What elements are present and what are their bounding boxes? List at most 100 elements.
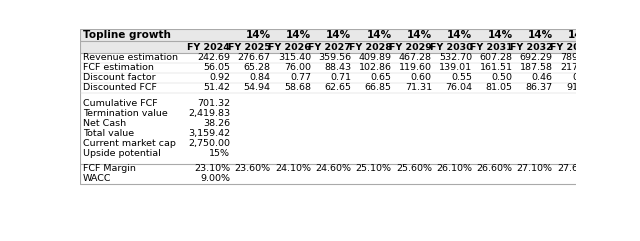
- Bar: [80, 98, 595, 108]
- Text: 359.56: 359.56: [318, 53, 351, 62]
- Text: 242.69: 242.69: [197, 53, 230, 62]
- Text: 532.70: 532.70: [439, 53, 472, 62]
- Text: Topline growth: Topline growth: [83, 30, 171, 40]
- Bar: [80, 29, 595, 41]
- Text: 701.32: 701.32: [197, 99, 230, 108]
- Text: 2,419.83: 2,419.83: [188, 109, 230, 118]
- Text: 187.58: 187.58: [520, 63, 553, 72]
- Text: 161.51: 161.51: [479, 63, 513, 72]
- Text: 86.37: 86.37: [525, 83, 553, 92]
- Text: 139.01: 139.01: [439, 63, 472, 72]
- Text: FY 2028: FY 2028: [349, 42, 392, 52]
- Text: Discount factor: Discount factor: [83, 73, 156, 82]
- Bar: [80, 83, 595, 93]
- Text: FY 2024: FY 2024: [188, 42, 230, 52]
- Text: 9.00%: 9.00%: [200, 174, 230, 183]
- Text: 0.46: 0.46: [532, 73, 553, 82]
- Bar: [80, 63, 595, 73]
- Text: 26.60%: 26.60%: [476, 164, 513, 173]
- Text: Net Cash: Net Cash: [83, 119, 126, 128]
- Text: 0.71: 0.71: [330, 73, 351, 82]
- Text: 91.99: 91.99: [566, 83, 593, 92]
- Text: Discounted FCF: Discounted FCF: [83, 83, 157, 92]
- Text: Revenue estimation: Revenue estimation: [83, 53, 178, 62]
- Text: 315.40: 315.40: [278, 53, 311, 62]
- Text: 607.28: 607.28: [479, 53, 513, 62]
- Text: 23.60%: 23.60%: [234, 164, 271, 173]
- Bar: [80, 164, 595, 174]
- Text: 789.22: 789.22: [560, 53, 593, 62]
- Text: 66.85: 66.85: [365, 83, 392, 92]
- Bar: [80, 138, 595, 148]
- Text: 119.60: 119.60: [399, 63, 432, 72]
- Text: Termination value: Termination value: [83, 109, 168, 118]
- Text: FY 2033: FY 2033: [550, 42, 593, 52]
- Text: 14%: 14%: [568, 30, 593, 40]
- Bar: [80, 73, 595, 83]
- Text: 0.77: 0.77: [290, 73, 311, 82]
- Text: FY 2026: FY 2026: [268, 42, 311, 52]
- Text: 24.10%: 24.10%: [275, 164, 311, 173]
- Text: 27.60%: 27.60%: [557, 164, 593, 173]
- Text: 102.86: 102.86: [358, 63, 392, 72]
- Text: 14%: 14%: [246, 30, 271, 40]
- Bar: [80, 128, 595, 138]
- Text: 15%: 15%: [209, 149, 230, 158]
- Text: 25.10%: 25.10%: [356, 164, 392, 173]
- Bar: [80, 53, 595, 63]
- Text: FY 2029: FY 2029: [389, 42, 432, 52]
- Text: 54.94: 54.94: [244, 83, 271, 92]
- Text: 76.04: 76.04: [445, 83, 472, 92]
- Text: FCF estimation: FCF estimation: [83, 63, 154, 72]
- Bar: [80, 118, 595, 128]
- Text: 14%: 14%: [447, 30, 472, 40]
- Text: 14%: 14%: [326, 30, 351, 40]
- Text: 14%: 14%: [407, 30, 432, 40]
- Text: 56.05: 56.05: [204, 63, 230, 72]
- Text: 62.65: 62.65: [324, 83, 351, 92]
- Text: 23.10%: 23.10%: [194, 164, 230, 173]
- Bar: [80, 29, 595, 184]
- Text: Total value: Total value: [83, 129, 134, 138]
- Text: Current market cap: Current market cap: [83, 139, 176, 148]
- Text: 38.26: 38.26: [204, 119, 230, 128]
- Text: 0.60: 0.60: [411, 73, 432, 82]
- Text: FCF Margin: FCF Margin: [83, 164, 136, 173]
- Text: 51.42: 51.42: [204, 83, 230, 92]
- Text: 14%: 14%: [286, 30, 311, 40]
- Text: 14%: 14%: [487, 30, 513, 40]
- Text: Cumulative FCF: Cumulative FCF: [83, 99, 157, 108]
- Text: 14%: 14%: [367, 30, 392, 40]
- Text: Upside potential: Upside potential: [83, 149, 161, 158]
- Bar: [80, 148, 595, 158]
- Text: 14%: 14%: [527, 30, 553, 40]
- Text: 692.29: 692.29: [520, 53, 553, 62]
- Text: WACC: WACC: [83, 174, 111, 183]
- Text: 276.67: 276.67: [237, 53, 271, 62]
- Bar: [80, 108, 595, 118]
- Text: 3,159.42: 3,159.42: [188, 129, 230, 138]
- Text: 2,750.00: 2,750.00: [188, 139, 230, 148]
- Text: 26.10%: 26.10%: [436, 164, 472, 173]
- Bar: [80, 41, 595, 53]
- Text: 81.05: 81.05: [486, 83, 513, 92]
- Text: FY 2032: FY 2032: [510, 42, 553, 52]
- Text: 0.92: 0.92: [209, 73, 230, 82]
- Text: 58.68: 58.68: [284, 83, 311, 92]
- Text: 25.60%: 25.60%: [396, 164, 432, 173]
- Text: 76.00: 76.00: [284, 63, 311, 72]
- Text: FY 2027: FY 2027: [308, 42, 351, 52]
- Text: 0.55: 0.55: [451, 73, 472, 82]
- Text: 24.60%: 24.60%: [316, 164, 351, 173]
- Text: 0.50: 0.50: [492, 73, 513, 82]
- Text: FY 2025: FY 2025: [228, 42, 271, 52]
- Text: 27.10%: 27.10%: [516, 164, 553, 173]
- Text: 65.28: 65.28: [244, 63, 271, 72]
- Text: 0.84: 0.84: [250, 73, 271, 82]
- Bar: [80, 174, 595, 184]
- Text: FY 2031: FY 2031: [470, 42, 513, 52]
- Text: 467.28: 467.28: [399, 53, 432, 62]
- Text: 409.89: 409.89: [358, 53, 392, 62]
- Text: 0.65: 0.65: [371, 73, 392, 82]
- Text: 217.79: 217.79: [560, 63, 593, 72]
